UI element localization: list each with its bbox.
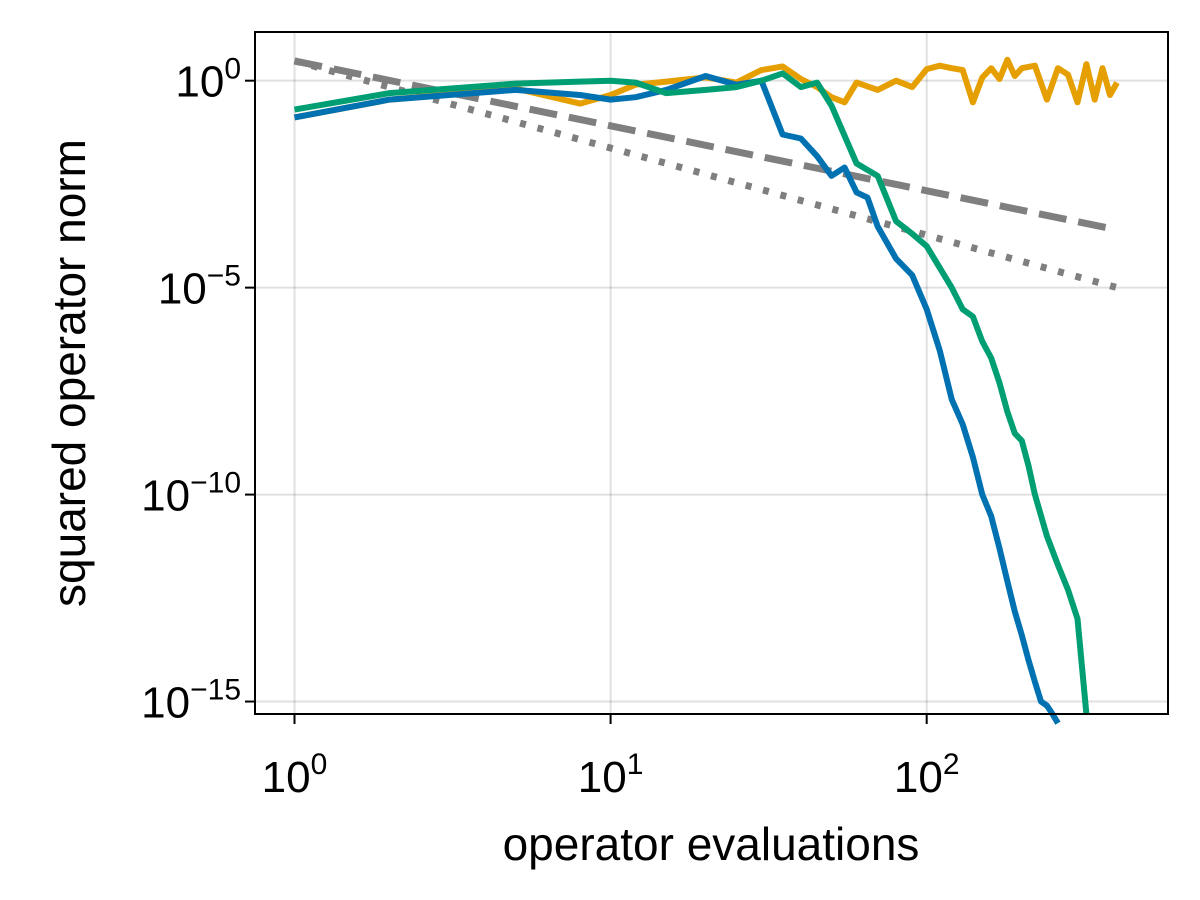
series-layer (293, 56, 1120, 725)
tick-marks (245, 79, 928, 724)
tick-labels: 100 101 102 100 10−5 10−10 10−15 (141, 53, 959, 802)
x-axis-title: operator evaluations (503, 818, 920, 870)
series-line-0 (293, 56, 1120, 121)
y-axis-title: squared operator norm (43, 139, 95, 607)
series-line-2 (293, 70, 1090, 715)
x-tick-label: 102 (894, 748, 960, 802)
y-tick-label: 100 (175, 53, 241, 107)
y-tick-label: 10−5 (158, 260, 241, 314)
x-tick-label: 100 (262, 748, 328, 802)
x-tick-label: 101 (578, 748, 644, 802)
y-tick-label: 10−10 (141, 467, 241, 521)
y-tick-label: 10−15 (141, 674, 241, 728)
plot-frame (254, 31, 1169, 715)
series-line-1 (293, 73, 1061, 725)
